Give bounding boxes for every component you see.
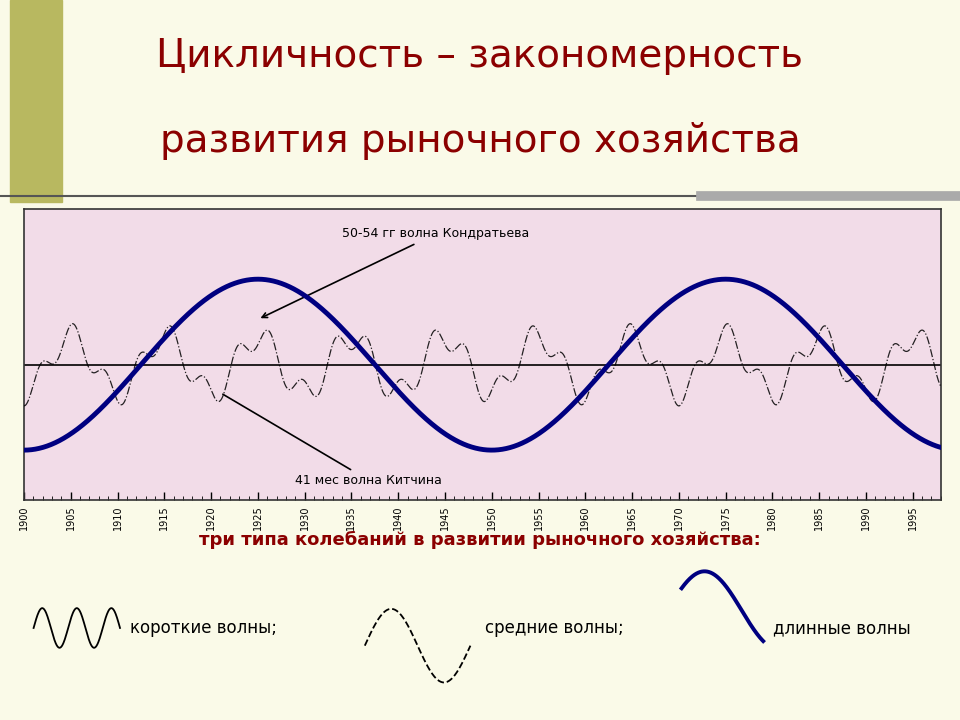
- Text: средние волны;: средние волны;: [485, 619, 624, 637]
- Text: развития рыночного хозяйства: развития рыночного хозяйства: [159, 122, 801, 160]
- Text: 50-54 гг волна Кондратьева: 50-54 гг волна Кондратьева: [262, 228, 529, 318]
- Bar: [10, 0, 62, 202]
- Text: Цикличность – закономерность: Цикличность – закономерность: [156, 37, 804, 76]
- Text: 41 мес волна Китчина: 41 мес волна Китчина: [223, 395, 443, 487]
- Text: длинные волны: длинные волны: [773, 619, 910, 637]
- Text: три типа колебаний в развитии рыночного хозяйства:: три типа колебаний в развитии рыночного …: [199, 531, 761, 549]
- Text: короткие волны;: короткие волны;: [130, 619, 276, 637]
